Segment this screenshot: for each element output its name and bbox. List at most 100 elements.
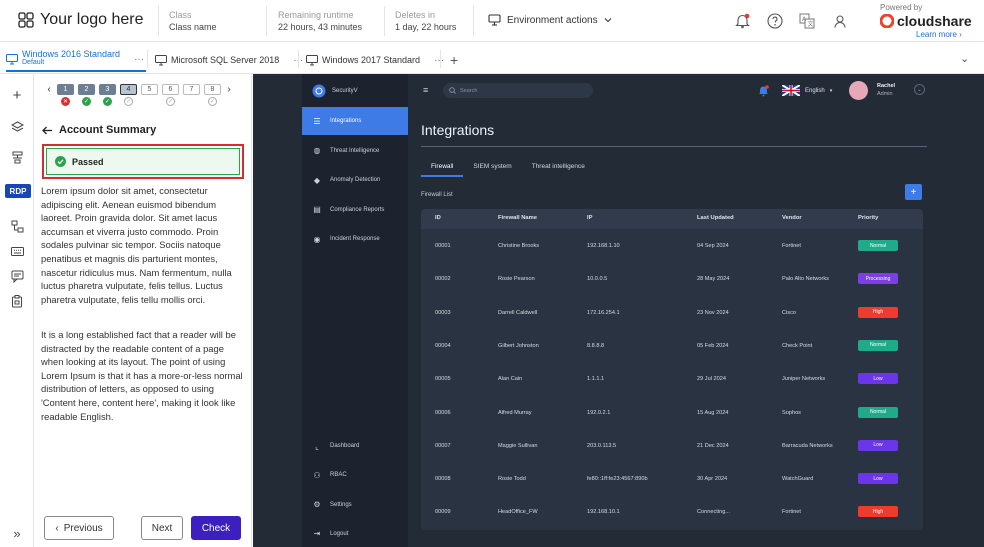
chat-icon[interactable] <box>8 267 26 285</box>
class-info: Class Class name <box>169 9 217 33</box>
table-header: ID Firewall Name IP Last Updated Vendor Prior… <box>421 209 923 229</box>
cell-updated: 30 Apr 2024 <box>697 476 728 483</box>
step-number: 8 <box>204 84 221 95</box>
tab-siem-system[interactable]: SIEM system <box>473 163 512 170</box>
sidebar-item-dashboard[interactable]: ⌞ Dashboard <box>302 432 408 460</box>
add-firewall-button[interactable]: + <box>905 184 922 200</box>
priority-badge: Low <box>858 473 898 485</box>
cell-vendor: Juniper Networks <box>782 376 826 383</box>
cell-ip: 203.0.113.5 <box>587 442 617 449</box>
cell-ip: 192.0.2.1 <box>587 409 611 416</box>
column-header: Firewall Name <box>498 215 537 221</box>
column-header: Priority <box>858 215 879 221</box>
table-row[interactable]: 00001 Christine Brooks 192.168.1.10 04 Sep … <box>421 231 923 264</box>
search-input[interactable]: Search <box>443 83 593 98</box>
cell-name: Alan Cain <box>498 376 523 383</box>
help-button[interactable] <box>766 12 784 30</box>
tab-more-button[interactable]: ··· <box>134 53 145 65</box>
connections-icon[interactable] <box>8 217 26 235</box>
add-icon[interactable]: + <box>12 86 22 104</box>
step-item[interactable]: 1 ✕ <box>56 84 75 106</box>
network-icon[interactable] <box>8 148 26 166</box>
environment-actions-button[interactable]: Environment actions <box>488 12 612 28</box>
cell-vendor: Fortinet <box>782 243 801 249</box>
learn-more-link[interactable]: Learn more › <box>916 30 962 39</box>
sidebar-item-settings[interactable]: ⚙ Settings <box>302 491 408 519</box>
environment-actions-label: Environment actions <box>507 14 598 26</box>
clipboard-icon[interactable] <box>8 292 26 310</box>
step-item[interactable]: 5 <box>140 84 159 106</box>
users-icon: ⚇ <box>313 470 321 480</box>
cell-ip: 1.1.1.1 <box>587 376 605 383</box>
priority-badge: Low <box>858 439 898 451</box>
step-item[interactable]: 6 ✓ <box>161 84 180 106</box>
rdp-button[interactable]: RDP <box>5 184 31 198</box>
user-button[interactable] <box>831 12 849 30</box>
report-icon: ▤ <box>313 205 321 214</box>
language-selector[interactable]: English ▾ <box>782 85 832 96</box>
previous-button[interactable]: ‹ Previous <box>44 516 114 540</box>
table-row[interactable]: 00006 Alfred Murray 192.0.2.1 15 Aug 2024 So… <box>421 398 923 431</box>
table-row[interactable]: 00007 Maggie Sullivan 203.0.113.5 21 Dec 20… <box>421 431 923 464</box>
tab-threat-intelligence[interactable]: Threat intelligence <box>531 163 585 170</box>
tab-windows-2016[interactable]: Windows 2016 Standard Default ··· <box>6 48 146 72</box>
next-button[interactable]: Next <box>141 516 183 540</box>
cell-name: Rosie Pearson <box>498 276 535 283</box>
tab-windows-2017[interactable]: Windows 2017 Standard ··· <box>306 48 444 72</box>
notifications-button[interactable] <box>733 12 751 30</box>
tabs-dropdown-button[interactable]: ⌄ <box>960 52 970 65</box>
step-item[interactable]: 3 ✓ <box>98 84 117 106</box>
cell-id: 00007 <box>435 442 451 449</box>
deletes-info: Deletes in 1 day, 22 hours <box>395 9 456 33</box>
step-next-button[interactable]: › <box>227 84 231 95</box>
sliders-icon: ☰ <box>313 116 321 126</box>
step-number: 3 <box>99 84 116 95</box>
sidebar-item-integrations[interactable]: ☰ Integrations <box>302 107 408 135</box>
table-row[interactable]: 00009 HeadOffice_FW 192.168.10.1 Connecting… <box>421 497 923 530</box>
sidebar-item-logout[interactable]: ⇥ Logout <box>302 520 408 547</box>
step-item[interactable]: 8 ✓ <box>203 84 222 106</box>
cell-ip: 192.168.10.1 <box>587 509 620 516</box>
step-prev-button[interactable]: ‹ <box>47 84 51 95</box>
page-title[interactable]: Account Summary <box>42 124 156 136</box>
user-name: Rachel <box>877 83 896 89</box>
sidebar-item-incident-response[interactable]: ◉ Incident Response <box>302 225 408 253</box>
remote-desktop-view[interactable]: SecurityV ☰ Integrations ◍ Threat Intellige… <box>253 74 984 547</box>
tab-label: Microsoft SQL Server 2018 <box>171 55 280 65</box>
user-menu-button[interactable]: ⌄ <box>914 84 925 95</box>
check-button[interactable]: Check <box>191 516 241 540</box>
app-brand: SecurityV <box>332 88 358 94</box>
table-row[interactable]: 00003 Darrell Caldwell 172.16.254.1 23 Nov … <box>421 298 923 331</box>
layers-icon[interactable] <box>8 118 26 136</box>
tab-sql-server-2018[interactable]: Microsoft SQL Server 2018 ··· <box>155 48 303 72</box>
cell-id: 00005 <box>435 376 451 383</box>
cell-id: 00004 <box>435 342 451 349</box>
table-row[interactable]: 00005 Alan Cain 1.1.1.1 29 Jul 2024 Juniper … <box>421 364 923 397</box>
add-tab-button[interactable]: + <box>450 52 459 68</box>
step-item[interactable]: 4 ✓ <box>119 84 138 106</box>
step-item[interactable]: 7 <box>182 84 201 106</box>
sidebar-item-compliance-reports[interactable]: ▤ Compliance Reports <box>302 196 408 224</box>
step-passed-icon: ✓ <box>103 97 112 106</box>
sidebar-item-anomaly-detection[interactable]: ◆ Anomaly Detection <box>302 166 408 194</box>
menu-icon[interactable]: ≡ <box>423 85 429 95</box>
table-row[interactable]: 00008 Rosie Todd fe80::1ff:fe23:4567:890b 3… <box>421 464 923 497</box>
column-header: IP <box>587 215 593 221</box>
table-row[interactable]: 00004 Gilbert Johnston 8.8.8.8 05 Feb 2024 C… <box>421 331 923 364</box>
deletes-value: 1 day, 22 hours <box>395 22 457 32</box>
keyboard-icon[interactable] <box>8 242 26 260</box>
avatar[interactable] <box>849 81 868 100</box>
step-item[interactable]: 2 ✓ <box>77 84 96 106</box>
expand-panel-button[interactable]: » <box>13 525 21 541</box>
app-notifications-button[interactable] <box>758 84 769 102</box>
sidebar-item-threat-intelligence[interactable]: ◍ Threat Intelligence <box>302 137 408 165</box>
table-row[interactable]: 00002 Rosie Pearson 10.0.0.5 28 May 2024 Pal… <box>421 264 923 297</box>
sidebar-item-rbac[interactable]: ⚇ RBAC <box>302 461 408 489</box>
tab-firewall[interactable]: Firewall <box>421 160 464 177</box>
cell-updated: 23 Nov 2024 <box>697 309 729 316</box>
divider <box>266 6 267 36</box>
sidebar-item-label: Anomaly Detection <box>330 177 381 183</box>
tab-more-button[interactable]: ··· <box>434 55 444 66</box>
priority-badge: Normal <box>858 406 898 418</box>
